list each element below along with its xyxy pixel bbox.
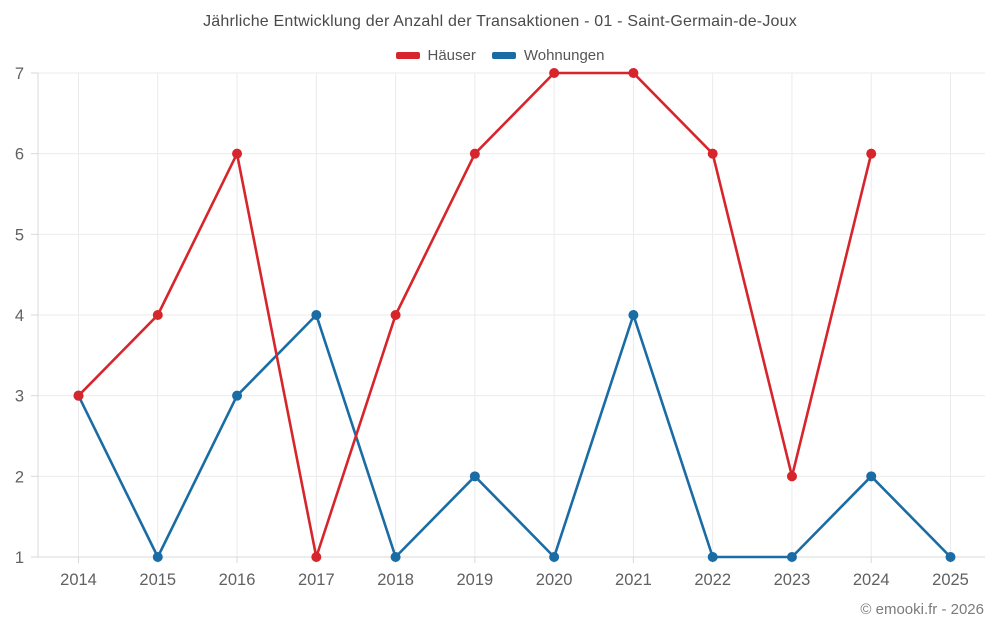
data-point-häuser-2015[interactable] (152, 310, 163, 320)
data-point-häuser-2017[interactable] (311, 552, 322, 562)
data-point-wohnungen-2021[interactable] (628, 310, 639, 320)
data-point-wohnungen-2025[interactable] (945, 552, 956, 562)
x-axis-label: 2015 (139, 571, 176, 589)
data-point-häuser-2019[interactable] (469, 148, 480, 159)
data-point-häuser-2018[interactable] (390, 310, 401, 320)
x-axis-label: 2022 (694, 571, 731, 589)
legend-swatch-icon (395, 52, 420, 59)
data-point-häuser-2021[interactable] (628, 68, 639, 78)
y-axis-label: 2 (15, 468, 24, 486)
x-axis-label: 2016 (219, 571, 256, 589)
data-point-häuser-2022[interactable] (707, 148, 718, 159)
legend-swatch-icon (491, 52, 516, 59)
chart-legend: Häuser Wohnungen (0, 47, 1000, 64)
data-point-wohnungen-2020[interactable] (549, 552, 560, 562)
x-axis-label: 2020 (536, 571, 573, 589)
footer-credit: © emooki.fr - 2026 (860, 601, 984, 618)
data-point-wohnungen-2024[interactable] (866, 471, 877, 482)
data-point-wohnungen-2019[interactable] (469, 471, 480, 482)
y-axis-label: 1 (15, 549, 24, 567)
y-axis-label: 6 (15, 146, 24, 164)
x-axis-label: 2024 (853, 571, 890, 589)
y-axis-label: 7 (15, 65, 24, 83)
x-axis-label: 2017 (298, 571, 335, 589)
legend-item-wohnungen[interactable]: Wohnungen (491, 47, 605, 64)
data-point-häuser-2014[interactable] (73, 390, 84, 401)
x-axis-label: 2025 (932, 571, 969, 589)
y-axis-label: 5 (15, 226, 24, 244)
series-line-wohnungen (77, 313, 952, 559)
legend-label: Häuser (427, 47, 476, 64)
data-point-wohnungen-2017[interactable] (311, 310, 322, 320)
data-point-häuser-2016[interactable] (232, 148, 243, 159)
y-axis-label: 4 (15, 307, 24, 325)
data-point-wohnungen-2015[interactable] (152, 552, 163, 562)
data-point-häuser-2023[interactable] (786, 471, 797, 482)
data-point-wohnungen-2018[interactable] (390, 552, 401, 562)
x-axis-label: 2021 (615, 571, 652, 589)
x-axis-label: 2018 (377, 571, 414, 589)
data-point-wohnungen-2023[interactable] (786, 552, 797, 562)
data-point-häuser-2024[interactable] (866, 148, 877, 159)
x-axis-label: 2019 (457, 571, 494, 589)
data-point-wohnungen-2022[interactable] (707, 552, 718, 562)
legend-item-häuser[interactable]: Häuser (395, 47, 476, 64)
data-point-wohnungen-2016[interactable] (232, 390, 243, 401)
legend-label: Wohnungen (523, 47, 605, 64)
y-axis-label: 3 (15, 388, 24, 406)
x-axis-label: 2014 (60, 571, 97, 589)
data-point-häuser-2020[interactable] (549, 68, 560, 78)
chart-title: Jährliche Entwicklung der Anzahl der Tra… (203, 13, 797, 30)
x-axis-label: 2023 (774, 571, 811, 589)
